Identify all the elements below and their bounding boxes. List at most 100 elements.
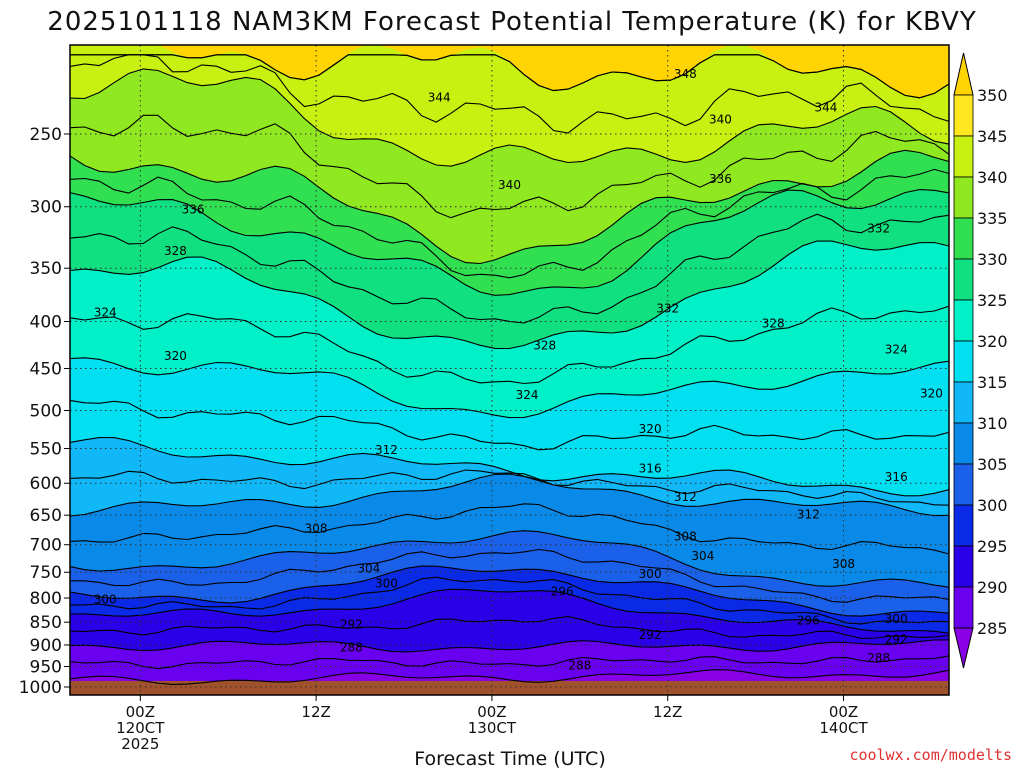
grid-lines — [70, 45, 949, 695]
contour-line — [69, 588, 950, 634]
colorbar-tick-label: 315 — [977, 373, 1008, 392]
y-tick-label: 800 — [30, 589, 62, 609]
y-tick-label: 900 — [30, 636, 62, 656]
x-tick-label: 130CT — [468, 719, 517, 737]
contour-line — [69, 305, 950, 385]
colorbar-swatch — [953, 217, 974, 260]
colorbar-tick-label: 305 — [977, 455, 1008, 474]
contour-label-text: 292 — [639, 628, 662, 642]
contour-label: 328 — [164, 244, 187, 258]
contour-label: 348 — [674, 67, 697, 81]
contour-line — [69, 399, 950, 451]
contour-label: 304 — [357, 562, 380, 576]
contour-label: 324 — [885, 342, 908, 356]
contour-line — [69, 639, 950, 653]
y-tick-label: 250 — [30, 125, 62, 145]
contour-label: 292 — [340, 618, 363, 632]
contour-label: 344 — [814, 101, 837, 115]
colorbar-top-arrow — [953, 52, 974, 96]
x-tick-label: 00Z — [829, 703, 858, 721]
color-bands — [70, 45, 949, 696]
contour-label-text: 316 — [639, 461, 662, 475]
y-tick-label: 700 — [30, 536, 62, 556]
contour-label-text: 344 — [428, 90, 451, 104]
contour-label-text: 344 — [814, 101, 837, 115]
y-tick-label: 600 — [30, 474, 62, 494]
contour-label-text: 312 — [797, 508, 820, 522]
contour-label: 312 — [375, 443, 398, 457]
colorbar-swatch — [953, 176, 974, 219]
contour-line — [69, 669, 950, 685]
contour-line — [69, 68, 950, 167]
contour-line — [69, 473, 950, 517]
contour-line — [70, 548, 950, 603]
contour-label: 300 — [885, 612, 908, 626]
contour-label-text: 332 — [867, 222, 890, 236]
contour-label: 336 — [182, 202, 205, 216]
contour-label-text: 324 — [516, 388, 539, 402]
credit-text: coolwx.com/modelts — [849, 746, 1012, 764]
colorbar-tick-label: 345 — [977, 127, 1008, 146]
colorbar-tick-label: 320 — [977, 332, 1008, 351]
contour-label-text: 296 — [797, 613, 820, 627]
colorbar-swatch — [953, 258, 974, 301]
contour-label: 320 — [920, 386, 943, 400]
contour-label-text: 336 — [182, 202, 205, 216]
contour-label: 340 — [709, 112, 732, 126]
contour-label: 328 — [762, 316, 785, 330]
contour-label: 288 — [867, 651, 890, 665]
contour-label-text: 332 — [656, 301, 679, 315]
plot-frame — [69, 44, 950, 696]
contour-line — [69, 616, 950, 639]
contour-label: 312 — [674, 490, 697, 504]
contour-line — [69, 240, 950, 350]
contour-label: 316 — [639, 461, 662, 475]
colorbar-tick-label: 325 — [977, 291, 1008, 310]
contour-label: 320 — [164, 349, 187, 363]
x-tick-label: 12Z — [301, 703, 330, 721]
colorbar-tick-label: 350 — [977, 86, 1008, 105]
y-tick-label: 950 — [30, 658, 62, 678]
contour-label: 308 — [832, 557, 855, 571]
contour-label: 300 — [639, 567, 662, 581]
y-tick-label: 550 — [30, 440, 62, 460]
contour-label-text: 300 — [375, 576, 398, 590]
contour-label-text: 292 — [340, 618, 363, 632]
colorbar-swatch — [953, 586, 974, 629]
contour-label-text: 296 — [551, 584, 574, 598]
colorbar-tick-label: 285 — [977, 619, 1008, 638]
colorbar-tick-label: 335 — [977, 209, 1008, 228]
contour-line — [69, 503, 950, 555]
y-tick-label: 750 — [30, 563, 62, 583]
contour-label-text: 288 — [340, 641, 363, 655]
colorbar-tick-label: 340 — [977, 168, 1008, 187]
contour-label: 296 — [551, 584, 574, 598]
y-axis: 250 300 350 400 450 500 550 600 650 700 750 800 850 9… — [19, 125, 70, 698]
chart-title: 2025101118 NAM3KM Forecast Potential Tem… — [47, 7, 976, 37]
contour-label: 300 — [94, 592, 117, 606]
contour-label: 304 — [691, 549, 714, 563]
contour-label-text: 316 — [885, 470, 908, 484]
contour-label-text: 328 — [164, 244, 187, 258]
colorbar-swatch — [953, 135, 974, 178]
ground-surface — [70, 681, 949, 695]
contour-label-text: 328 — [762, 316, 785, 330]
colorbar-tick-label: 310 — [977, 414, 1008, 433]
contour-label-text: 300 — [885, 612, 908, 626]
x-tick-label: 12Z — [653, 703, 682, 721]
contour-label-text: 292 — [885, 633, 908, 647]
contour-line — [69, 576, 950, 625]
contour-label: 292 — [639, 628, 662, 642]
y-tick-label: 450 — [30, 359, 62, 379]
contour-label-text: 308 — [305, 521, 328, 535]
contour-line — [69, 213, 950, 324]
contour-line — [69, 357, 950, 419]
contour-line — [69, 54, 950, 134]
colorbar-swatch — [953, 504, 974, 547]
contour-label-text: 308 — [832, 557, 855, 571]
contour-label: 288 — [340, 641, 363, 655]
contour-line — [69, 189, 950, 296]
contour-label: 320 — [639, 422, 662, 436]
